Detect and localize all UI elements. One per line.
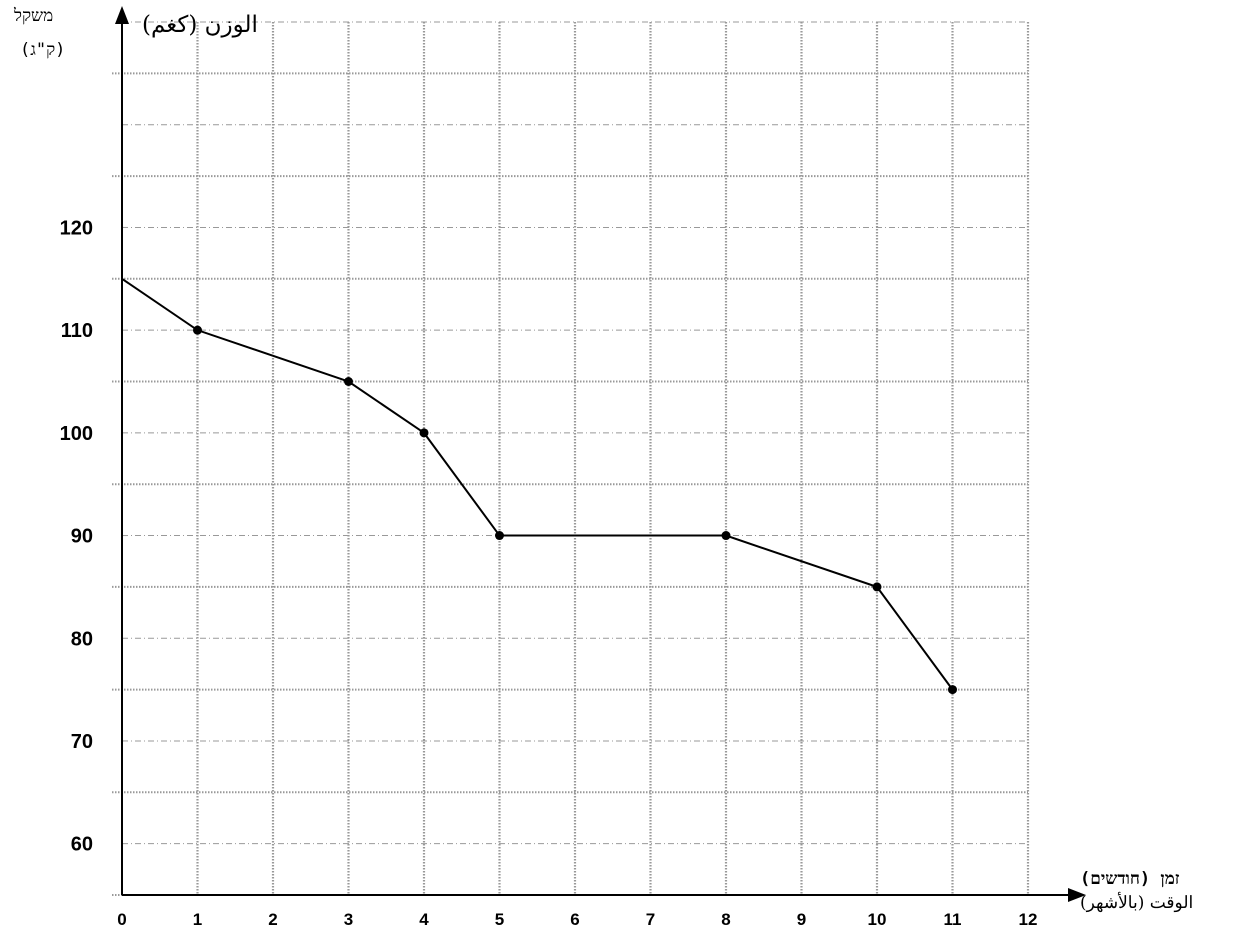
y-axis-arrow [115, 6, 129, 24]
data-point [344, 377, 353, 386]
x-tick-labels: 0 1 2 3 4 5 6 7 8 9 10 11 12 [117, 910, 1037, 929]
x-tick-label: 0 [117, 910, 126, 929]
data-point [872, 582, 882, 592]
x-axis-title-arabic: الوقت (بالأشهر) [1080, 893, 1194, 913]
x-tick-label: 1 [193, 910, 202, 929]
y-tick-label: 110 [61, 320, 93, 342]
data-point [193, 325, 202, 335]
x-tick-label: 11 [944, 910, 962, 929]
y-tick-label: 100 [60, 423, 93, 445]
y-tick-label: 80 [71, 628, 93, 650]
x-tick-label: 10 [868, 910, 887, 929]
y-axis-title-arabic: الوزن (كغم) [142, 12, 258, 38]
x-tick-label: 9 [797, 910, 806, 929]
x-tick-label: 3 [344, 910, 353, 929]
y-tick-labels: 60 70 80 90 100 110 120 [60, 217, 93, 855]
x-tick-label: 12 [1019, 910, 1038, 929]
x-tick-label: 6 [570, 910, 579, 929]
x-tick-label: 5 [495, 910, 504, 929]
weight-series [121, 277, 957, 695]
x-tick-label: 7 [646, 910, 655, 929]
data-point [721, 531, 731, 541]
y-axis-title-hebrew: משקל [14, 6, 54, 26]
y-tick-label: 70 [71, 731, 93, 753]
data-point [495, 531, 504, 541]
x-axis-arrow [1068, 888, 1086, 902]
y-tick-label: 120 [60, 217, 93, 239]
series-line [121, 277, 954, 691]
x-tick-label: 4 [419, 910, 429, 929]
x-tick-label: 2 [268, 910, 277, 929]
x-tick-label: 8 [721, 910, 730, 929]
data-point [419, 428, 429, 438]
grid [112, 21, 1030, 896]
x-axis-title-hebrew: זמן (חודשים) [1080, 869, 1180, 889]
y-axis-unit-hebrew: (ק"ג) [20, 40, 66, 60]
y-tick-label: 60 [71, 834, 93, 856]
y-tick-label: 90 [71, 526, 93, 548]
data-point [948, 685, 957, 695]
axes [115, 6, 1086, 902]
